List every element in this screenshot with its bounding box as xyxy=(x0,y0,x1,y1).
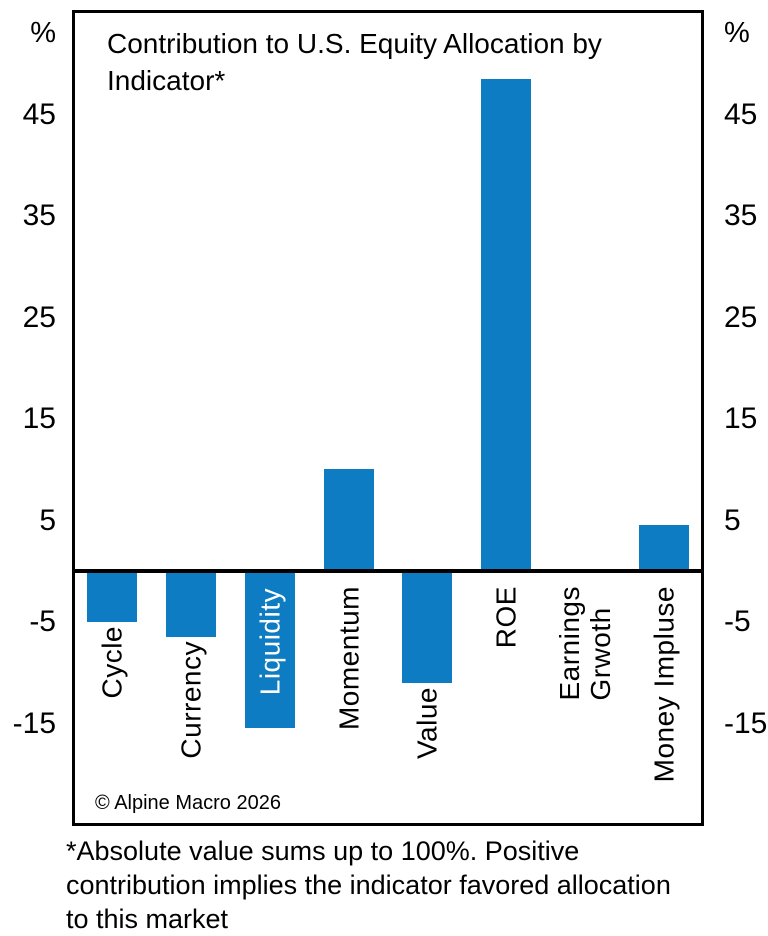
footnote: *Absolute value sums up to 100%. Positiv… xyxy=(66,836,671,934)
x-axis-line xyxy=(75,569,701,573)
bar-label: Momentum xyxy=(333,586,365,731)
bar-label: Value xyxy=(411,687,443,760)
y-tick-label-left: 35 xyxy=(22,199,56,232)
y-tick-label-right: 25 xyxy=(724,301,758,334)
bar-label: Liquidity xyxy=(254,588,286,696)
bar xyxy=(481,79,531,571)
y-tick-label-left: 15 xyxy=(22,402,56,435)
y-tick-label-right: -15 xyxy=(724,707,768,740)
bar xyxy=(245,571,295,728)
y-tick-label-right: 5 xyxy=(724,504,741,537)
bar-label: Currency xyxy=(175,641,207,759)
y-tick-label-right: -5 xyxy=(724,605,751,638)
y-tick-label-right: 35 xyxy=(724,199,758,232)
bar xyxy=(87,571,137,622)
plot-border xyxy=(72,10,704,826)
y-axis-unit-left: % xyxy=(30,17,56,49)
y-tick-label-left: 25 xyxy=(22,301,56,334)
bar xyxy=(324,469,374,571)
bar-label: Cycle xyxy=(96,626,128,699)
bar-label-line: Grwoth xyxy=(585,607,616,701)
bar-label: ROE xyxy=(490,586,522,649)
chart-title: Contribution to U.S. Equity Allocation b… xyxy=(107,28,602,96)
bar-label-line: Earnings xyxy=(554,586,585,701)
y-tick-label-right: 15 xyxy=(724,402,758,435)
bar-label: Money Impluse xyxy=(648,586,680,783)
y-tick-label-left: -15 xyxy=(12,707,56,740)
y-tick-label-right: 45 xyxy=(724,98,758,131)
y-axis-unit-right: % xyxy=(724,17,750,49)
bar xyxy=(402,571,452,683)
y-tick-label-left: 5 xyxy=(39,504,56,537)
y-tick-label-left: 45 xyxy=(22,98,56,131)
bar xyxy=(166,571,216,637)
bar-label: Earnings Grwoth xyxy=(554,586,616,701)
copyright: © Alpine Macro 2026 xyxy=(95,792,281,814)
bar xyxy=(639,525,689,571)
y-tick-label-left: -5 xyxy=(29,605,56,638)
